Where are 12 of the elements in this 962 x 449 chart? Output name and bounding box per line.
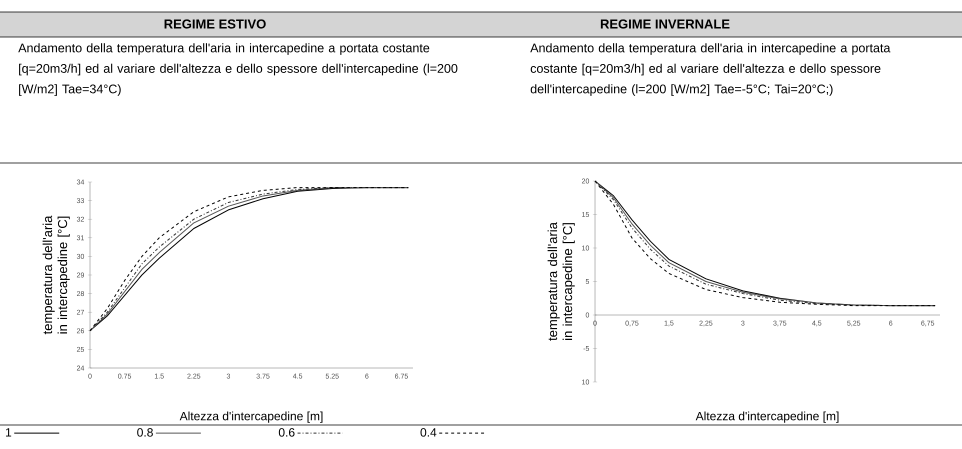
legend-label: 1 — [6, 428, 12, 436]
y-axis-title: temperatura dell'aria in intercapedine [°C] — [548, 222, 575, 341]
chart-title: REGIME ESTIVO — [164, 19, 266, 29]
x-axis-title: Altezza d'intercapedine [m] — [696, 412, 838, 423]
x-axis-title: Altezza d'intercapedine [m] — [180, 412, 322, 423]
chart-title: REGIME INVERNALE — [600, 19, 730, 29]
y-axis-title: temperatura dell'aria in intercapedine [°C] — [42, 216, 70, 334]
chart-subtitle: Andamento della temperatura dell'aria in intercapedine a portata costante [q=20m3/h] ed al variare dell'altezza e dello spessore dell'intercapedine (l=200 [W/m2] Tae=34°C) — [18, 43, 458, 96]
legend-label: 0.6 — [278, 428, 295, 437]
chart-subtitle: Andamento della temperatura dell'aria in intercapedine a portata costante [q=20m3/h] ed al variare dell'altezza e dello spessore dell'intercapedine (l=200 [W/m2] Tae=-5°C; Tai=20°C;) — [530, 43, 890, 96]
legend-label: 0.4 — [420, 428, 436, 437]
legend-label: 0.8 — [137, 428, 153, 437]
